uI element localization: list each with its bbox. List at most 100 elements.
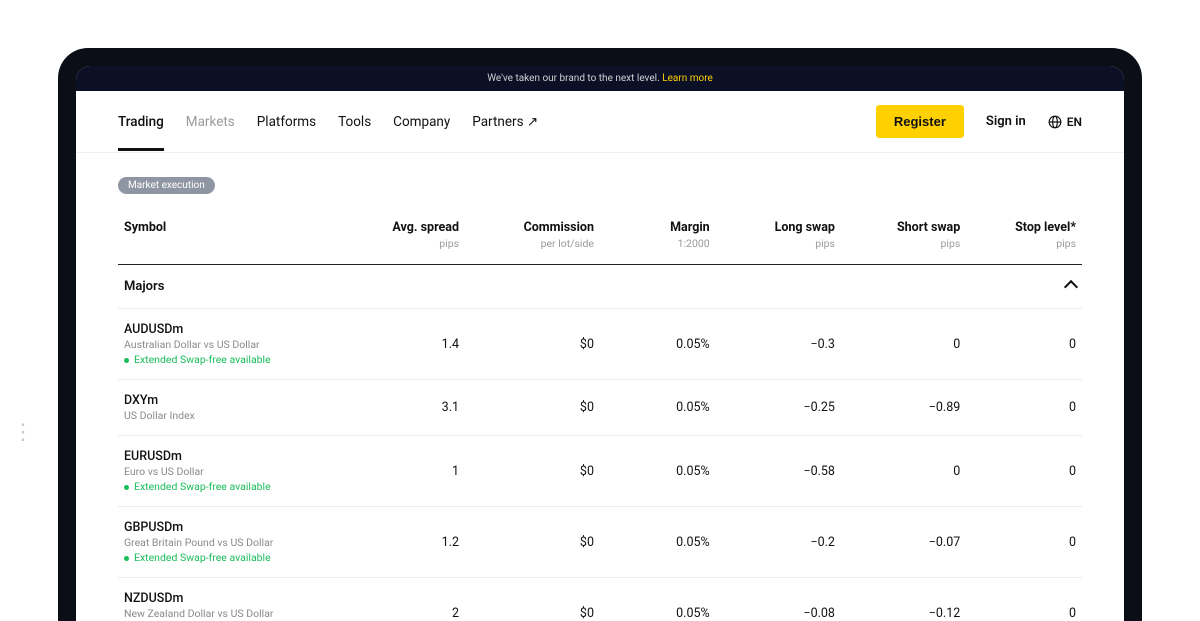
chevron-up-icon bbox=[1064, 279, 1078, 293]
cell-short-swap: 0 bbox=[841, 436, 966, 507]
col-spread-sub: pips bbox=[355, 237, 459, 250]
cell-margin: 0.05% bbox=[600, 436, 716, 507]
tablet-frame: We've taken our brand to the next level.… bbox=[58, 48, 1142, 621]
cell-symbol: DXYm US Dollar Index bbox=[118, 380, 349, 436]
language-label: EN bbox=[1067, 115, 1082, 129]
cell-stop-level: 0 bbox=[966, 578, 1082, 621]
device-side-buttons: ⋮ bbox=[12, 420, 32, 445]
cell-margin: 0.05% bbox=[600, 380, 716, 436]
register-button[interactable]: Register bbox=[876, 105, 964, 138]
symbol-desc: Great Britain Pound vs US Dollar bbox=[124, 536, 343, 549]
table-header-row: Symbol Avg. spread pips Commission per lot… bbox=[118, 212, 1082, 265]
cell-stop-level: 0 bbox=[966, 309, 1082, 380]
cell-commission: $0 bbox=[465, 436, 600, 507]
cell-short-swap: −0.12 bbox=[841, 578, 966, 621]
symbol-desc: New Zealand Dollar vs US Dollar bbox=[124, 607, 343, 620]
cell-spread: 1.4 bbox=[349, 309, 465, 380]
cell-spread: 2 bbox=[349, 578, 465, 621]
symbol-code: NZDUSDm bbox=[124, 591, 343, 606]
nav-markets[interactable]: Markets bbox=[186, 93, 235, 151]
nav-company[interactable]: Company bbox=[393, 93, 450, 151]
cell-long-swap: −0.58 bbox=[716, 436, 841, 507]
col-long-swap: Long swap pips bbox=[716, 212, 841, 265]
cell-commission: $0 bbox=[465, 380, 600, 436]
col-symbol-head: Symbol bbox=[124, 220, 166, 235]
cell-long-swap: −0.08 bbox=[716, 578, 841, 621]
table-row[interactable]: NZDUSDm New Zealand Dollar vs US Dollar … bbox=[118, 578, 1082, 621]
col-stop-level-sub: pips bbox=[972, 237, 1076, 250]
cell-symbol: NZDUSDm New Zealand Dollar vs US Dollar … bbox=[118, 578, 349, 621]
nav-tools[interactable]: Tools bbox=[338, 93, 371, 151]
table-row[interactable]: DXYm US Dollar Index 3.1 $0 0.05% −0.25 … bbox=[118, 380, 1082, 436]
cell-margin: 0.05% bbox=[600, 507, 716, 578]
swapfree-badge: Extended Swap-free available bbox=[124, 551, 343, 564]
cell-margin: 0.05% bbox=[600, 309, 716, 380]
announcement-banner: We've taken our brand to the next level.… bbox=[76, 66, 1124, 91]
col-margin-sub: 1:2000 bbox=[606, 237, 710, 250]
signin-link[interactable]: Sign in bbox=[986, 114, 1026, 129]
col-short-swap: Short swap pips bbox=[841, 212, 966, 265]
symbol-desc: US Dollar Index bbox=[124, 409, 343, 422]
col-long-swap-sub: pips bbox=[722, 237, 835, 250]
cell-stop-level: 0 bbox=[966, 436, 1082, 507]
col-stop-level-head: Stop level* bbox=[1015, 220, 1076, 235]
banner-learn-more-link[interactable]: Learn more bbox=[662, 73, 713, 84]
language-selector[interactable]: EN bbox=[1048, 115, 1082, 129]
group-label: Majors bbox=[118, 265, 966, 309]
globe-icon bbox=[1048, 115, 1062, 129]
execution-pill: Market execution bbox=[118, 177, 215, 194]
col-margin: Margin 1:2000 bbox=[600, 212, 716, 265]
cell-margin: 0.05% bbox=[600, 578, 716, 621]
symbol-code: DXYm bbox=[124, 393, 343, 408]
nav-trading[interactable]: Trading bbox=[118, 93, 164, 151]
col-stop-level: Stop level* pips bbox=[966, 212, 1082, 265]
col-commission: Commission per lot/side bbox=[465, 212, 600, 265]
symbol-code: EURUSDm bbox=[124, 449, 343, 464]
nav-items: Trading Markets Platforms Tools Company … bbox=[118, 93, 538, 151]
cell-symbol: GBPUSDm Great Britain Pound vs US Dollar… bbox=[118, 507, 349, 578]
cell-spread: 3.1 bbox=[349, 380, 465, 436]
cell-short-swap: −0.89 bbox=[841, 380, 966, 436]
dot-icon bbox=[124, 358, 129, 363]
cell-short-swap: −0.07 bbox=[841, 507, 966, 578]
table-row[interactable]: AUDUSDm Australian Dollar vs US Dollar E… bbox=[118, 309, 1082, 380]
table-row[interactable]: GBPUSDm Great Britain Pound vs US Dollar… bbox=[118, 507, 1082, 578]
banner-text: We've taken our brand to the next level. bbox=[487, 73, 660, 84]
nav-platforms[interactable]: Platforms bbox=[257, 93, 316, 151]
dot-icon bbox=[124, 556, 129, 561]
cell-commission: $0 bbox=[465, 309, 600, 380]
cell-long-swap: −0.25 bbox=[716, 380, 841, 436]
symbol-desc: Euro vs US Dollar bbox=[124, 465, 343, 478]
dot-icon bbox=[124, 485, 129, 490]
screen: We've taken our brand to the next level.… bbox=[76, 66, 1124, 621]
col-long-swap-head: Long swap bbox=[775, 220, 835, 235]
nav-partners[interactable]: Partners ↗ bbox=[472, 93, 538, 151]
group-collapse-cell bbox=[966, 265, 1082, 309]
group-row-majors[interactable]: Majors bbox=[118, 265, 1082, 309]
swapfree-badge: Extended Swap-free available bbox=[124, 353, 343, 366]
cell-stop-level: 0 bbox=[966, 380, 1082, 436]
symbol-code: GBPUSDm bbox=[124, 520, 343, 535]
spreads-table: Symbol Avg. spread pips Commission per lot… bbox=[118, 212, 1082, 621]
col-short-swap-head: Short swap bbox=[897, 220, 960, 235]
col-spread: Avg. spread pips bbox=[349, 212, 465, 265]
col-margin-head: Margin bbox=[670, 220, 710, 235]
cell-short-swap: 0 bbox=[841, 309, 966, 380]
col-commission-head: Commission bbox=[524, 220, 594, 235]
content: Market execution Symbol Avg. spread pips … bbox=[76, 153, 1124, 621]
table-row[interactable]: EURUSDm Euro vs US Dollar Extended Swap-… bbox=[118, 436, 1082, 507]
cell-symbol: AUDUSDm Australian Dollar vs US Dollar E… bbox=[118, 309, 349, 380]
col-spread-head: Avg. spread bbox=[392, 220, 459, 235]
cell-commission: $0 bbox=[465, 507, 600, 578]
cell-symbol: EURUSDm Euro vs US Dollar Extended Swap-… bbox=[118, 436, 349, 507]
col-symbol: Symbol bbox=[118, 212, 349, 265]
col-commission-sub: per lot/side bbox=[471, 237, 594, 250]
cell-commission: $0 bbox=[465, 578, 600, 621]
col-short-swap-sub: pips bbox=[847, 237, 960, 250]
cell-long-swap: −0.2 bbox=[716, 507, 841, 578]
cell-spread: 1.2 bbox=[349, 507, 465, 578]
cell-spread: 1 bbox=[349, 436, 465, 507]
symbol-desc: Australian Dollar vs US Dollar bbox=[124, 338, 343, 351]
swapfree-badge: Extended Swap-free available bbox=[124, 480, 343, 493]
cell-long-swap: −0.3 bbox=[716, 309, 841, 380]
